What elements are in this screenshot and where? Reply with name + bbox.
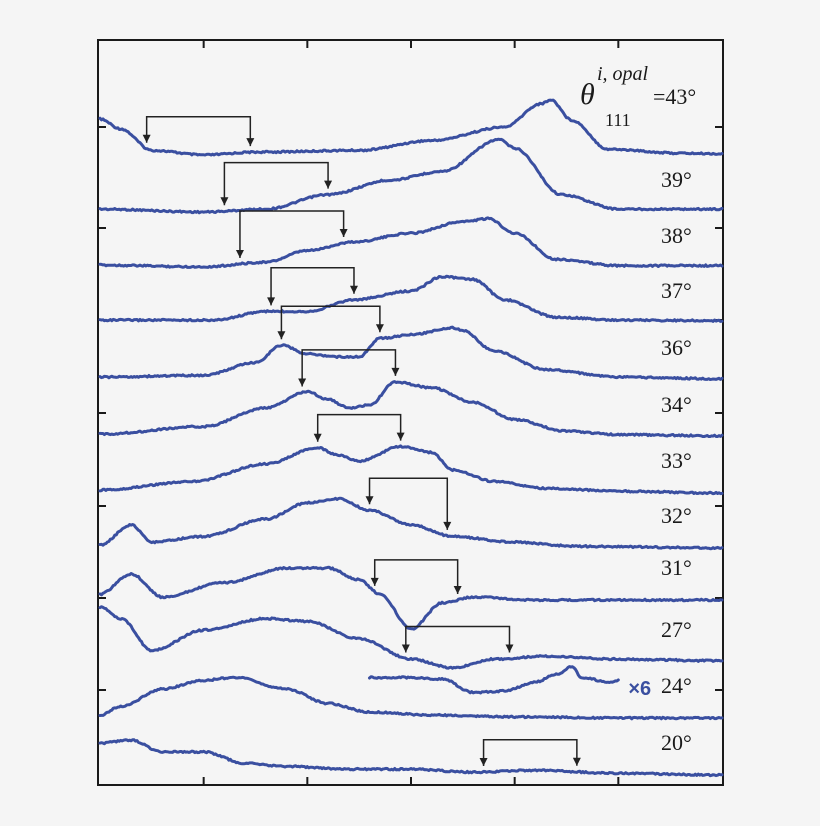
series-label: 36° [661,335,692,360]
bracket-arrowhead [220,197,229,206]
spectrum-trace [98,137,724,215]
spectrum-trace [368,665,620,695]
theta-superscript: i, opal [597,63,649,85]
splitting-bracket [270,267,355,306]
splitting-bracket [373,559,459,594]
bracket-arrowhead [375,324,384,333]
bracket-arrowhead [339,228,348,237]
bracket-arrowhead [142,134,151,143]
bracket-arrowhead [277,331,286,340]
spectrum-trace [98,675,724,721]
splitting-brackets [142,116,581,766]
spectrum-trace [98,380,724,438]
series-label: 37° [661,278,692,303]
splitting-bracket [280,305,381,340]
spectrum-trace [98,98,724,157]
bracket-arrowhead [246,138,255,147]
series-label: 32° [661,503,692,528]
bracket-arrowhead [365,496,374,505]
series-label: 33° [661,448,692,473]
spectrum-trace [98,605,724,670]
bracket-arrowhead [391,367,400,376]
spectrum-trace [98,274,724,323]
bracket-arrowhead [324,180,333,189]
series-label: 27° [661,617,692,642]
series-label: 24° [661,673,692,698]
series-label: 38° [661,223,692,248]
angle-labels: 39° 38° 37° 36° 34° 33° 32° 31° 27° 24° ×6 20° [628,167,691,755]
bracket-arrowhead [401,644,410,653]
bracket-arrowhead [235,249,244,258]
spectrum-trace [98,496,724,551]
splitting-bracket [368,477,449,530]
bracket-arrowhead [298,378,307,387]
axis-ticks [98,40,723,785]
series-label-multiplier: ×6 [628,678,651,700]
splitting-bracket [316,413,402,442]
splitting-bracket [301,349,397,387]
bracket-arrowhead [396,432,405,441]
spectrum-trace [98,738,724,778]
spectrum-trace [98,444,724,496]
spectrum-trace [98,565,724,631]
bracket-arrowhead [479,757,488,766]
incidence-angle-annotation: θ i, opal 111 =43° [580,63,696,130]
spectra-traces [98,98,724,778]
theta-value: =43° [653,84,696,109]
series-label: 31° [661,555,692,580]
spectrum-trace [98,325,724,381]
bracket-arrowhead [267,297,276,306]
spectrum-trace [98,216,724,269]
bracket-arrowhead [572,757,581,766]
splitting-bracket [482,739,578,766]
series-label: 34° [661,392,692,417]
theta-symbol: θ [580,78,595,111]
theta-subscript: 111 [605,110,631,130]
bracket-arrowhead [349,285,358,294]
bracket-arrowhead [370,577,379,586]
splitting-bracket [145,116,252,147]
series-label: 20° [661,730,692,755]
series-label: 39° [661,167,692,192]
splitting-bracket [223,161,329,206]
bracket-arrowhead [453,586,462,594]
splitting-bracket [239,210,345,258]
splitting-bracket [405,625,511,653]
bracket-arrowhead [313,433,322,442]
bracket-arrowhead [443,521,452,530]
bracket-arrowhead [505,644,514,653]
